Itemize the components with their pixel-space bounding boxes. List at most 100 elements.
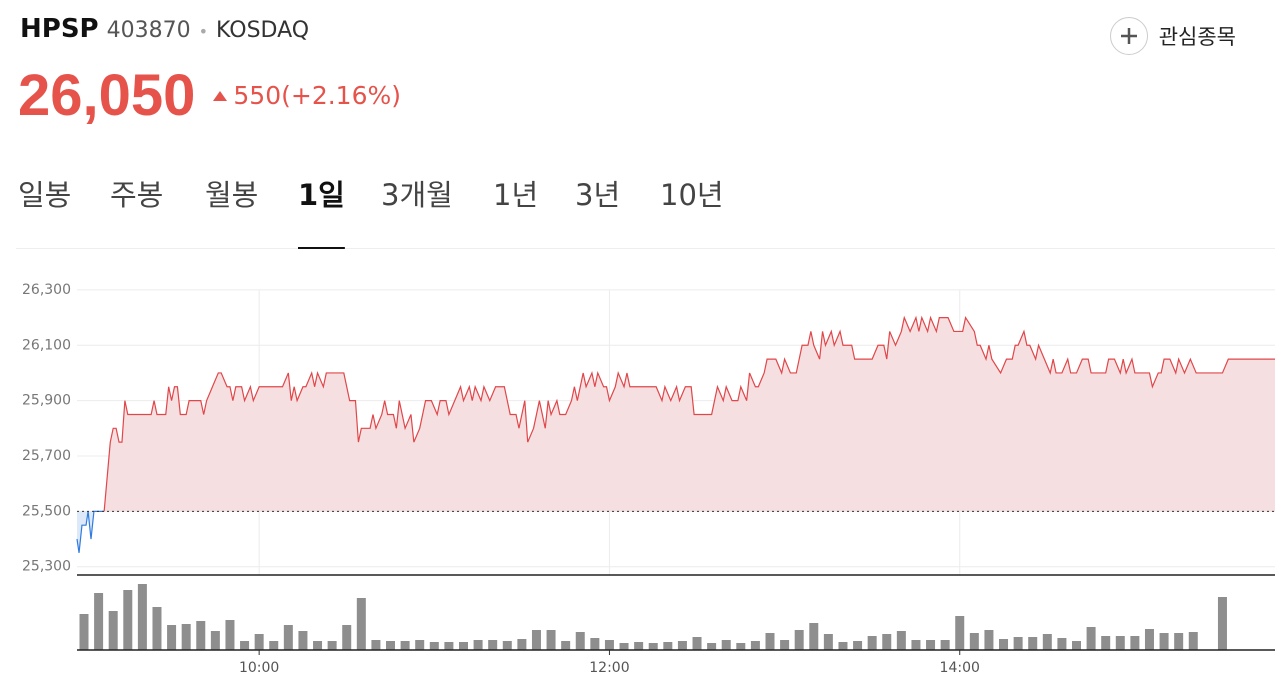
- volume-bar: [1013, 637, 1023, 650]
- volume-bar: [590, 638, 600, 650]
- volume-bar: [575, 632, 585, 650]
- volume-bar: [648, 643, 658, 650]
- volume-bar: [794, 630, 804, 650]
- volume-bar: [663, 642, 673, 650]
- volume-bar: [561, 641, 571, 650]
- volume-bar: [1057, 638, 1067, 650]
- volume-bar: [619, 643, 629, 650]
- separator: •: [198, 22, 209, 41]
- volume-bar: [137, 584, 147, 650]
- y-tick-label: 25,300: [22, 559, 71, 575]
- watch-button[interactable]: 관심종목: [1109, 16, 1236, 56]
- volume-bar: [1115, 636, 1125, 650]
- tab[interactable]: 월봉: [205, 178, 258, 212]
- tab[interactable]: 3년: [575, 178, 620, 212]
- volume-bar: [283, 625, 293, 650]
- volume-bar: [254, 634, 264, 650]
- price-area: [104, 317, 1275, 512]
- up-arrow: [213, 90, 228, 101]
- volume-bar: [502, 641, 512, 650]
- volume-bar: [1086, 627, 1096, 650]
- stock-header: HPSP 403870 • KOSDAQ: [20, 14, 309, 44]
- volume-bar: [999, 639, 1009, 650]
- volume-bar: [210, 631, 220, 650]
- volume-bar: [677, 641, 687, 650]
- x-tick-label: 14:00: [940, 660, 980, 676]
- volume-bar: [108, 611, 118, 650]
- price-line: [76, 510, 105, 553]
- y-tick-label: 26,300: [22, 282, 71, 298]
- volume-bar: [969, 633, 979, 650]
- tab[interactable]: 일봉: [18, 178, 71, 212]
- stock-code: 403870: [106, 18, 191, 43]
- volume-bar: [736, 643, 746, 650]
- volume-bar: [167, 625, 177, 650]
- volume-bar: [240, 641, 250, 650]
- y-tick-label: 25,500: [22, 503, 71, 519]
- volume-bar: [386, 641, 396, 650]
- volume-bar: [356, 598, 366, 650]
- volume-bar: [692, 637, 702, 650]
- tab[interactable]: 1일: [298, 178, 345, 212]
- volume-bar: [196, 621, 206, 650]
- current-price: 26,050: [18, 63, 196, 128]
- volume-bar: [1072, 641, 1082, 650]
- volume-bar: [1174, 633, 1184, 650]
- y-tick-label: 26,100: [22, 337, 71, 353]
- volume-bar: [634, 642, 644, 650]
- y-tick-label: 25,900: [22, 393, 71, 409]
- volume-bar: [415, 640, 425, 650]
- volume-bar: [911, 640, 921, 650]
- volume-bar: [1159, 633, 1169, 650]
- volume-bar: [342, 625, 352, 650]
- volume-bar: [225, 620, 235, 650]
- volume-bar: [838, 642, 848, 650]
- tab[interactable]: 주봉: [110, 178, 163, 212]
- volume-bar: [707, 643, 717, 650]
- tab[interactable]: 3개월: [381, 178, 453, 212]
- volume-bar: [750, 641, 760, 650]
- plus-icon: [1109, 17, 1148, 55]
- volume-bar: [1101, 636, 1111, 650]
- change-text: 550(+2.16%): [233, 81, 401, 110]
- x-tick-label: 12:00: [589, 660, 629, 676]
- volume-bar: [123, 590, 133, 650]
- volume-bar: [546, 630, 556, 650]
- volume-bar: [1217, 597, 1227, 650]
- volume-bar: [429, 642, 439, 650]
- tab[interactable]: 1년: [493, 178, 538, 212]
- volume-bar: [721, 640, 731, 650]
- price-change: 550(+2.16%): [213, 81, 401, 110]
- volume-bar: [809, 623, 819, 650]
- volume-bar: [765, 633, 775, 650]
- volume-bar: [488, 640, 498, 650]
- price-box: 26,050 550(+2.16%): [18, 62, 401, 129]
- volume-bar: [269, 641, 279, 650]
- volume-bar: [867, 636, 877, 650]
- volume-bar: [780, 640, 790, 650]
- volume-bar: [955, 616, 965, 650]
- volume-bar: [444, 642, 454, 650]
- volume-bar: [1042, 634, 1052, 650]
- volume-bar: [940, 640, 950, 650]
- volume-bar: [1144, 629, 1154, 650]
- price-area: [77, 511, 105, 553]
- volume-bar: [181, 624, 191, 650]
- volume-bar: [1188, 632, 1198, 650]
- volume-bar: [79, 614, 89, 650]
- y-tick-label: 25,700: [22, 448, 71, 464]
- volume-bar: [896, 631, 906, 650]
- volume-bar: [517, 639, 527, 650]
- watch-label: 관심종목: [1158, 25, 1236, 49]
- volume-bar: [94, 593, 104, 650]
- volume-bar: [853, 641, 863, 650]
- volume-bar: [313, 641, 323, 650]
- market: KOSDAQ: [216, 18, 310, 43]
- volume-bar: [298, 631, 308, 650]
- volume-bar: [926, 640, 936, 650]
- volume-bar: [1028, 637, 1038, 650]
- tab[interactable]: 10년: [660, 178, 724, 212]
- volume-bar: [531, 630, 541, 650]
